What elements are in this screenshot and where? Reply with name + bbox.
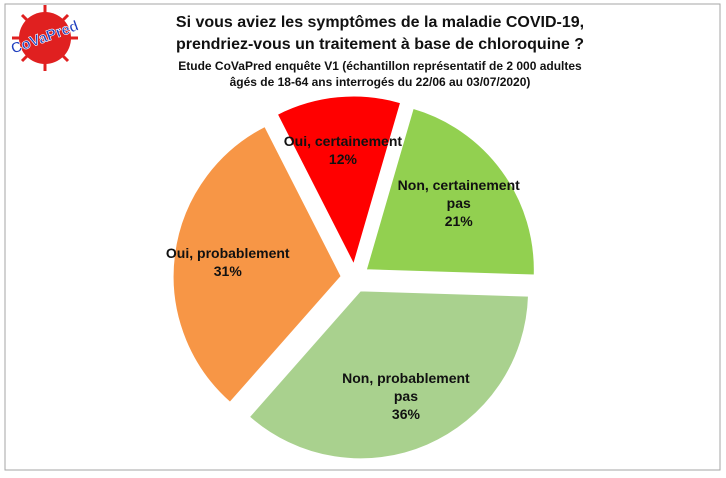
category-label: Non, probablement pas	[342, 369, 470, 404]
pie-slice	[248, 290, 529, 460]
value-label: 12%	[328, 151, 357, 168]
slice-label: Oui, probablement 31%	[163, 244, 293, 280]
title-line: Si vous aviez les symptômes de la maladi…	[175, 14, 585, 31]
value-label: 36%	[391, 405, 420, 422]
title-line: prendriez-vous un traitement à base de c…	[175, 36, 585, 53]
pie-slice	[172, 125, 342, 403]
logo-virus	[12, 5, 78, 71]
slice-label: Oui, certainement 12%	[278, 132, 408, 168]
category-label: Oui, certainement	[283, 133, 403, 150]
subtitle-line: Etude CoVaPred enquête V1 (échantillon r…	[178, 59, 582, 73]
slice-label: Non, probablement pas 36%	[341, 369, 471, 423]
subtitle: Etude CoVaPred enquête V1 (échantillon r…	[120, 58, 640, 90]
slice-label: Non, certainement pas 21%	[394, 176, 524, 230]
subtitle-line: âgés de 18-64 ans interrogés du 22/06 au…	[229, 75, 531, 89]
pie-slice	[276, 95, 402, 266]
value-label: 21%	[444, 212, 473, 229]
value-label: 31%	[213, 262, 242, 279]
pie-slice	[365, 107, 535, 276]
category-label: Oui, probablement	[165, 244, 290, 261]
category-label: Non, certainement pas	[397, 176, 520, 211]
title: Si vous aviez les symptômes de la maladi…	[120, 12, 640, 56]
